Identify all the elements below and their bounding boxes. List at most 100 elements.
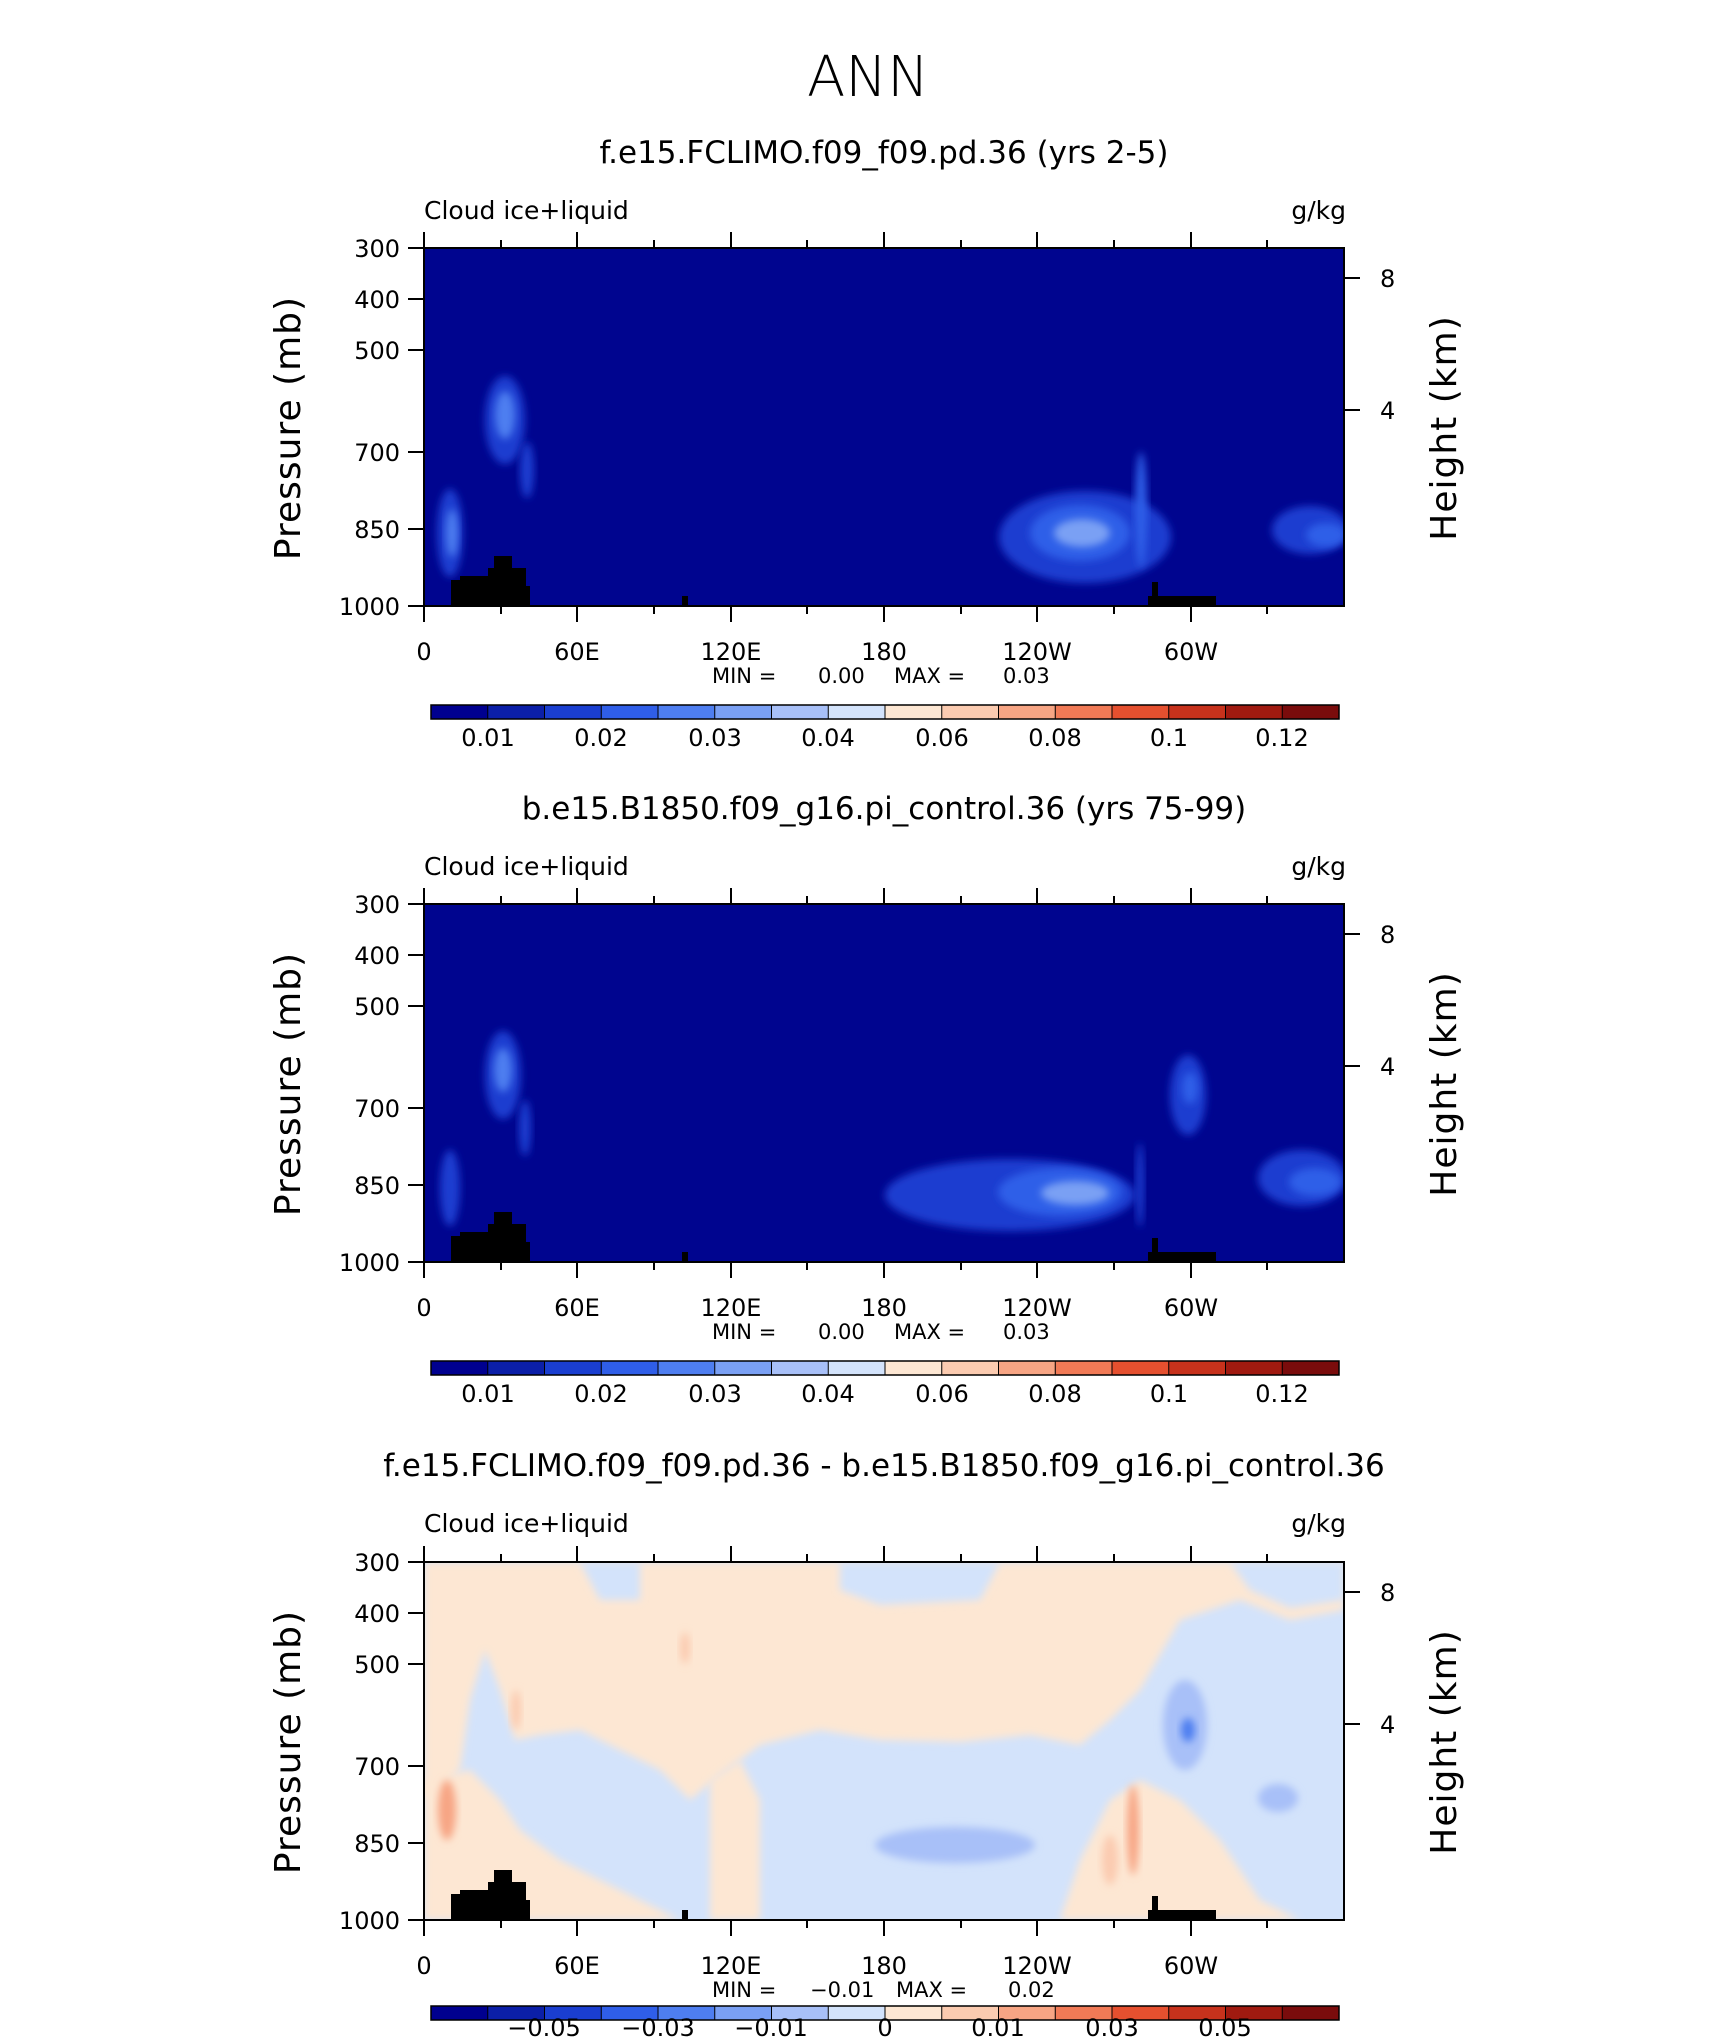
panel-0-ytick-850: 850: [354, 516, 400, 544]
panel-1-ytick-300: 300: [354, 891, 400, 919]
panel-0-y-axis-title: Pressure (mb): [268, 296, 309, 560]
panel-1-contour-10: [1136, 1143, 1144, 1227]
colorbar-swatch: [1112, 2006, 1170, 2020]
panel-2-positive-core-1: [438, 1780, 456, 1840]
panel-2-positive-core-2: [1127, 1785, 1139, 1875]
panel-0-stats: MIN = 0.00 MAX = 0.03: [712, 664, 1050, 688]
panel-0-xtick-4: 120W: [1002, 638, 1072, 666]
panel-2-negative-pocket-2: [840, 1562, 1000, 1605]
panel-1-cb-label-1: 0.02: [574, 1380, 627, 1408]
panel-2-negative-core-1: [875, 1827, 1035, 1863]
panel-0-cb-label-4: 0.06: [915, 724, 968, 752]
colorbar-swatch: [487, 705, 545, 719]
panel-2-positive-lower-right: [1060, 1780, 1300, 1920]
panel-1-contour-9: [1182, 1072, 1198, 1104]
panel-0-contour-11: [1306, 523, 1344, 547]
panel-0-xtick-3: 180: [861, 638, 907, 666]
panel-0-xtick-5: 60W: [1164, 638, 1218, 666]
panel-2-colorbar: [430, 2005, 1340, 2021]
panel-2-positive-core-3: [1102, 1835, 1118, 1885]
panel-1-max-label: MAX =: [894, 1320, 965, 1344]
panel-1-cb-label-6: 0.1: [1150, 1380, 1188, 1408]
panel-2-xtick-3: 180: [861, 1952, 907, 1980]
panel-0-ytick-1000: 1000: [339, 593, 400, 621]
panel-1-contour-3: [519, 1100, 531, 1156]
panel-1-contour-7: [1041, 1181, 1109, 1205]
colorbar-swatch: [487, 2006, 545, 2020]
panel-2-ytick-400: 400: [354, 1600, 400, 1628]
panel-1-ytick-700: 700: [354, 1095, 400, 1123]
colorbar-swatch: [601, 1361, 659, 1375]
panel-0-ytick-700: 700: [354, 439, 400, 467]
panel-1-background: [424, 904, 1344, 1262]
colorbar-swatch: [601, 705, 659, 719]
panel-1-xtick-3: 180: [861, 1294, 907, 1322]
panel-0-contour-8: [1054, 519, 1110, 547]
colorbar-swatch: [544, 2006, 602, 2020]
panel-2-min-value: −0.01: [810, 1978, 874, 2002]
panel-2-y-tick-labels: 300 400 500 700 850 1000: [339, 1549, 400, 1935]
panel-0-y-tick-labels: 300 400 500 700 850 1000: [339, 235, 400, 621]
panel-2-xtick-4: 120W: [1002, 1952, 1072, 1980]
colorbar-swatch: [998, 2006, 1056, 2020]
panel-0-contours: [437, 376, 1344, 583]
panel-2-rtick-8: 8: [1380, 1579, 1395, 1607]
panel-0-background: [424, 248, 1344, 606]
panel-1-xtick-5: 60W: [1164, 1294, 1218, 1322]
colorbar-swatch: [658, 2006, 716, 2020]
colorbar-swatch: [1225, 1361, 1283, 1375]
panel-0-ytick-500: 500: [354, 337, 400, 365]
panel-0-xtick-0: 0: [416, 638, 431, 666]
panel-0-cb-label-5: 0.08: [1028, 724, 1081, 752]
colorbar-swatch: [1225, 705, 1283, 719]
panel-0-xtick-1: 60E: [554, 638, 600, 666]
panel-1-ytick-850: 850: [354, 1172, 400, 1200]
panel-0-right-ticks: [1344, 277, 1360, 411]
panel-0-max-label: MAX =: [894, 664, 965, 688]
panel-2: f.e15.FCLIMO.f09_f09.pd.36 - b.e15.B1850…: [268, 1448, 1465, 2038]
panel-2-x-ticks: [423, 1546, 1268, 1936]
figure-title: ANN: [807, 45, 929, 110]
colorbar-swatch: [998, 1361, 1056, 1375]
panel-1-ytick-400: 400: [354, 942, 400, 970]
colorbar-swatch: [1168, 2006, 1226, 2020]
panel-2-rtick-4: 4: [1380, 1711, 1395, 1739]
panel-2-xtick-0: 0: [416, 1952, 431, 1980]
colorbar-swatch: [1112, 705, 1170, 719]
panel-1-land-mask: [451, 1212, 1216, 1262]
panel-2-land-mask: [451, 1870, 1216, 1920]
colorbar-swatch: [431, 705, 489, 719]
panel-2-positive-strip-1: [710, 1760, 760, 1920]
panel-0-cb-label-1: 0.02: [574, 724, 627, 752]
panel-0-contour-9: [1135, 452, 1147, 568]
panel-1-ytick-500: 500: [354, 993, 400, 1021]
colorbar-swatch: [941, 705, 999, 719]
panel-2-negative-core-4: [1258, 1784, 1298, 1812]
panel-1-plot-area: [424, 904, 1344, 1262]
colorbar-swatch: [1282, 705, 1340, 719]
colorbar-swatch: [1055, 705, 1113, 719]
panel-0-x-tick-labels: 0 60E 120E 180 120W 60W: [416, 638, 1218, 666]
panel-2-ytick-500: 500: [354, 1651, 400, 1679]
colorbar-swatch: [658, 705, 716, 719]
panel-1-contour-4: [494, 1048, 512, 1092]
panel-0-cb-label-7: 0.12: [1255, 724, 1308, 752]
panel-1-y-axis-title: Pressure (mb): [268, 952, 309, 1216]
panel-1-xtick-0: 0: [416, 1294, 431, 1322]
colorbar-swatch: [1168, 1361, 1226, 1375]
panel-0-x-ticks: [423, 232, 1268, 622]
panel-0-y-ticks: [408, 247, 424, 607]
panel-2-min-label: MIN =: [712, 1978, 776, 2002]
panel-0-right-axis-title: Height (km): [1424, 315, 1465, 540]
panel-2-units-label: g/kg: [1291, 1509, 1346, 1538]
panel-2-cb-label-4: 0.01: [971, 2014, 1024, 2038]
panel-0-rtick-4: 4: [1380, 397, 1395, 425]
colorbar-swatch: [544, 1361, 602, 1375]
panel-2-stats: MIN = −0.01 MAX = 0.02: [712, 1978, 1055, 2002]
colorbar-border: [430, 2005, 1340, 2021]
panel-1-cb-label-0: 0.01: [461, 1380, 514, 1408]
panel-2-cb-label-2: −0.01: [734, 2014, 808, 2038]
panel-2-right-ticks: [1344, 1591, 1360, 1725]
colorbar-swatch: [431, 1361, 489, 1375]
